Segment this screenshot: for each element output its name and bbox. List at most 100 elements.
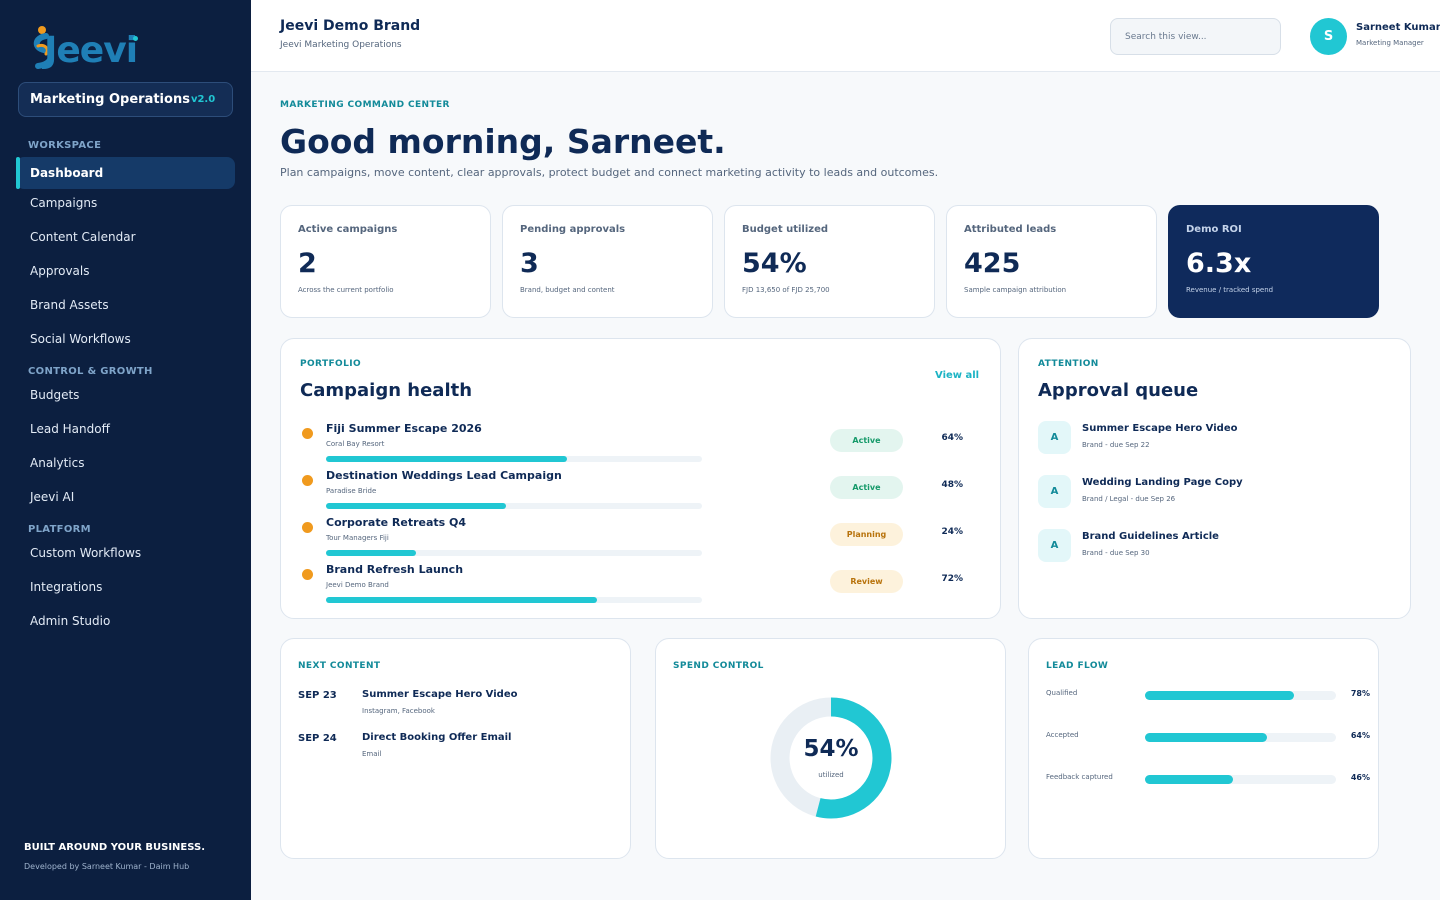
sidebar-item-budgets[interactable]: Budgets (30, 388, 80, 402)
sidebar-item-jeevi-ai[interactable]: Jeevi AI (30, 490, 75, 504)
campaign-percent: 72% (941, 574, 963, 584)
approval-meta: Brand / Legal - due Sep 26 (1082, 495, 1176, 503)
sidebar: Jeevi Marketing Operations v2.0 WORKSPAC… (0, 0, 251, 900)
approval-item[interactable]: A Summer Escape Hero Video Brand - due Sep… (1038, 421, 1398, 461)
sidebar-item-approvals[interactable]: Approvals (30, 264, 90, 278)
approval-queue-title: Approval queue (1038, 380, 1199, 401)
sidebar-item-dashboard[interactable]: Dashboard (16, 157, 235, 189)
campaign-percent: 24% (941, 527, 963, 537)
kpi-note: Revenue / tracked spend (1186, 286, 1274, 294)
approval-item[interactable]: A Wedding Landing Page Copy Brand / Legal … (1038, 475, 1398, 515)
campaign-client: Jeevi Demo Brand (326, 581, 389, 589)
lead-flow-track (1145, 733, 1336, 742)
content-title: Summer Escape Hero Video (362, 689, 518, 700)
lead-flow-fill (1145, 775, 1233, 784)
campaign-name: Destination Weddings Lead Campaign (326, 469, 562, 482)
campaign-client: Coral Bay Resort (326, 440, 385, 448)
spend-donut: 54% utilized (769, 696, 893, 820)
content-channels: Email (362, 750, 382, 758)
lead-flow-row: Feedback captured 46% (1046, 773, 1376, 787)
kpi-note: FJD 13,650 of FJD 25,700 (742, 286, 830, 294)
kpi-card-pending-approvals[interactable]: Pending approvals 3 Brand, budget and co… (502, 205, 713, 318)
nav-section-workspace: WORKSPACE (28, 140, 102, 151)
spend-value: 54% (803, 736, 859, 762)
kpi-note: Brand, budget and content (520, 286, 615, 294)
lead-flow-percent: 78% (1350, 689, 1370, 698)
next-content-eyebrow: NEXT CONTENT (298, 661, 381, 671)
kpi-card-attributed-leads[interactable]: Attributed leads 425 Sample campaign att… (946, 205, 1157, 318)
kpi-card-active-campaigns[interactable]: Active campaigns 2 Across the current po… (280, 205, 491, 318)
kpi-value: 2 (298, 248, 317, 279)
lead-flow-row: Qualified 78% (1046, 689, 1376, 703)
sidebar-item-content-calendar[interactable]: Content Calendar (30, 230, 136, 244)
campaign-health-card: PORTFOLIO Campaign health View all Fiji … (280, 338, 1001, 619)
campaign-row[interactable]: Brand Refresh Launch Jeevi Demo Brand Revi… (301, 563, 981, 607)
sidebar-item-custom-workflows[interactable]: Custom Workflows (30, 546, 142, 560)
approval-icon: A (1038, 529, 1071, 562)
lead-flow-row: Accepted 64% (1046, 731, 1376, 745)
sidebar-item-social-workflows[interactable]: Social Workflows (30, 332, 131, 346)
lead-flow-eyebrow: LEAD FLOW (1046, 661, 1109, 671)
logo-dot-icon (133, 36, 138, 41)
brand-subtitle: Jeevi Marketing Operations (280, 40, 402, 50)
spend-label: utilized (818, 771, 844, 779)
view-all-link[interactable]: View all (935, 370, 980, 381)
hero-eyebrow: MARKETING COMMAND CENTER (280, 100, 450, 110)
campaign-name: Fiji Summer Escape 2026 (326, 422, 482, 435)
campaign-row[interactable]: Fiji Summer Escape 2026 Coral Bay Resort A… (301, 422, 981, 466)
lead-flow-label: Feedback captured (1046, 773, 1113, 781)
campaign-name: Corporate Retreats Q4 (326, 516, 467, 529)
status-dot-icon (302, 428, 313, 439)
kpi-label: Active campaigns (298, 224, 398, 235)
hero-subtitle: Plan campaigns, move content, clear appr… (280, 166, 939, 179)
spend-control-card: SPEND CONTROL 54% utilized (655, 638, 1006, 859)
approval-meta: Brand - due Sep 30 (1082, 549, 1150, 557)
workspace-switcher[interactable]: Marketing Operations v2.0 (18, 82, 233, 117)
nav-section-control-growth: CONTROL & GROWTH (28, 366, 153, 377)
campaign-row[interactable]: Destination Weddings Lead Campaign Paradi… (301, 469, 981, 513)
sidebar-item-integrations[interactable]: Integrations (30, 580, 103, 594)
campaign-progress-fill (326, 550, 417, 556)
content-item[interactable]: SEP 24 Direct Booking Offer Email Email (298, 730, 618, 766)
search-input[interactable] (1110, 18, 1281, 55)
user-role: Marketing Manager (1356, 39, 1424, 47)
donut-fill (770, 697, 892, 819)
lead-flow-track (1145, 775, 1336, 784)
campaign-progress-track (326, 456, 702, 462)
kpi-value: 3 (520, 248, 539, 279)
status-dot-icon (302, 475, 313, 486)
jeevi-logo[interactable]: Jeevi (28, 24, 158, 72)
status-badge: Active (830, 476, 903, 499)
content-date: SEP 24 (298, 733, 337, 744)
kpi-card-budget-utilized[interactable]: Budget utilized 54% FJD 13,650 of FJD 25… (724, 205, 935, 318)
kpi-card-demo-roi[interactable]: Demo ROI 6.3x Revenue / tracked spend (1168, 205, 1379, 318)
sidebar-item-admin-studio[interactable]: Admin Studio (30, 614, 111, 628)
sidebar-item-lead-handoff[interactable]: Lead Handoff (30, 422, 110, 436)
top-bar: Jeevi Demo Brand Jeevi Marketing Operati… (251, 0, 1440, 72)
kpi-note: Sample campaign attribution (964, 286, 1067, 294)
campaign-progress-track (326, 597, 702, 603)
approval-icon: A (1038, 475, 1071, 508)
portfolio-eyebrow: PORTFOLIO (300, 359, 362, 369)
approval-item[interactable]: A Brand Guidelines Article Brand - due Sep… (1038, 529, 1398, 569)
sidebar-item-analytics[interactable]: Analytics (30, 456, 85, 470)
avatar[interactable]: S (1310, 18, 1347, 55)
brand-title: Jeevi Demo Brand (280, 18, 421, 34)
campaign-name: Brand Refresh Launch (326, 563, 464, 576)
campaign-percent: 48% (941, 480, 963, 490)
kpi-value: 54% (742, 248, 807, 279)
sidebar-footer-credit: Developed by Sarneet Kumar - Daim Hub (24, 862, 190, 871)
content-date: SEP 23 (298, 690, 337, 701)
kpi-label: Pending approvals (520, 224, 626, 235)
campaign-row[interactable]: Corporate Retreats Q4 Tour Managers Fiji P… (301, 516, 981, 560)
sidebar-footer-title: BUILT AROUND YOUR BUSINESS. (24, 842, 206, 853)
approval-icon: A (1038, 421, 1071, 454)
kpi-label: Demo ROI (1186, 224, 1242, 235)
content-item[interactable]: SEP 23 Summer Escape Hero Video Instagram,… (298, 687, 618, 723)
sidebar-item-brand-assets[interactable]: Brand Assets (30, 298, 109, 312)
attention-eyebrow: ATTENTION (1038, 359, 1099, 369)
sidebar-item-campaigns[interactable]: Campaigns (30, 196, 98, 210)
status-dot-icon (302, 522, 313, 533)
workspace-title: Marketing Operations (30, 92, 190, 107)
approval-queue-card: ATTENTION Approval queue A Summer Escape … (1018, 338, 1411, 619)
